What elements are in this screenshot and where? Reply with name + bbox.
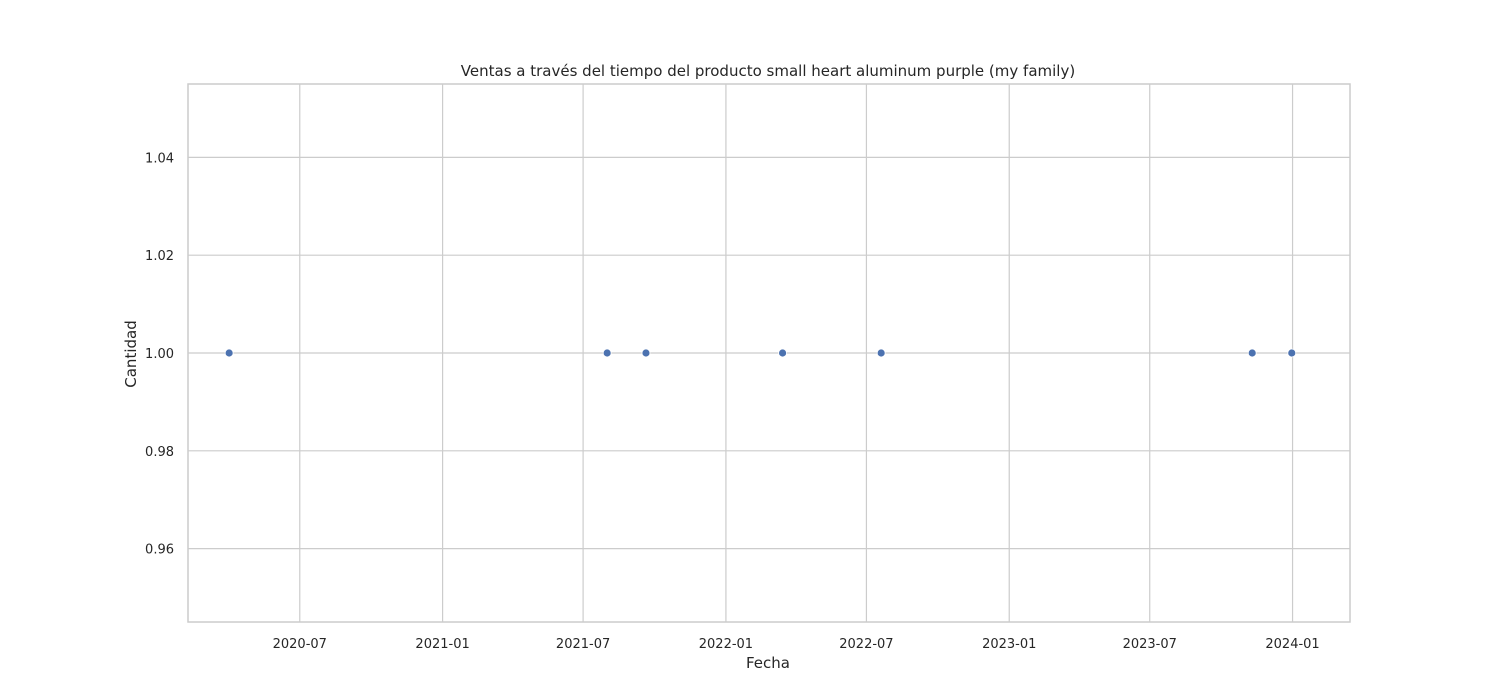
x-axis-ticks: 2020-07 2021-01 2021-07 2022-01 2022-07 2023-… — [273, 637, 1320, 652]
x-tick-label: 2024-01 — [1265, 637, 1319, 652]
x-tick-label: 2023-07 — [1123, 637, 1177, 652]
data-points — [224, 348, 1297, 358]
y-axis-ticks: 0.96 0.98 1.00 1.02 1.04 — [145, 151, 174, 557]
data-point — [778, 348, 787, 358]
data-point — [224, 348, 234, 358]
y-axis-label: Cantidad — [122, 320, 140, 387]
chart-title: Ventas a través del tiempo del producto … — [461, 62, 1075, 80]
grid — [188, 84, 1350, 622]
x-tick-label: 2021-01 — [415, 637, 469, 652]
data-point — [1247, 348, 1257, 358]
data-point — [1287, 348, 1297, 358]
x-axis-label: Fecha — [746, 654, 790, 672]
data-point — [641, 348, 651, 358]
x-tick-label: 2022-01 — [699, 637, 753, 652]
data-point — [876, 348, 886, 358]
x-tick-label: 2021-07 — [556, 637, 610, 652]
x-tick-label: 2023-01 — [982, 637, 1036, 652]
plot-frame — [187, 83, 1351, 623]
data-point — [602, 348, 612, 358]
y-tick-label: 0.98 — [145, 445, 174, 460]
y-tick-label: 1.00 — [145, 347, 174, 362]
x-tick-label: 2020-07 — [273, 637, 327, 652]
x-tick-label: 2022-07 — [839, 637, 893, 652]
y-tick-label: 0.96 — [145, 543, 174, 558]
y-tick-label: 1.04 — [145, 151, 174, 166]
y-tick-label: 1.02 — [145, 249, 174, 264]
